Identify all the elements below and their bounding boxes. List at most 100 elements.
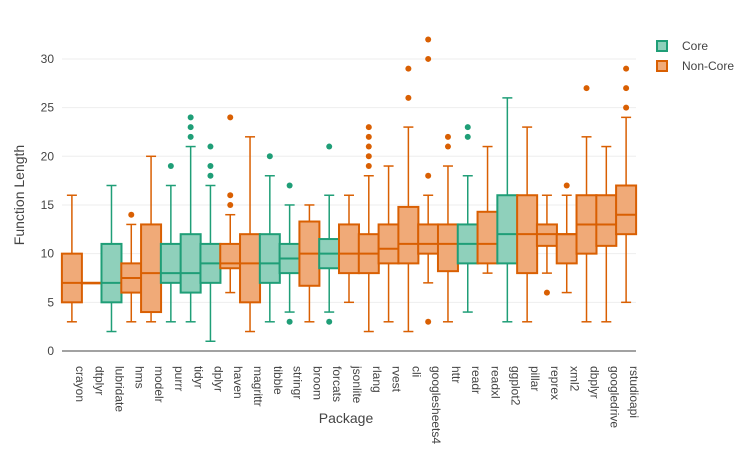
box-crayon[interactable] [60, 194, 83, 323]
x-tick-label-tidyr: tidyr [192, 366, 206, 389]
x-tick-label-pillar: pillar [528, 366, 542, 391]
box-googledrive[interactable] [595, 145, 618, 323]
outlier-point [425, 318, 432, 325]
legend-swatch-core [656, 40, 668, 52]
outlier-point [365, 143, 372, 150]
box-tibble[interactable] [258, 153, 281, 323]
outlier-point [207, 172, 214, 179]
box-plot-series [60, 36, 638, 343]
outlier-point [425, 172, 432, 179]
box-jsonlite[interactable] [338, 194, 360, 304]
outlier-point [623, 85, 630, 92]
box-xml2[interactable] [555, 182, 578, 294]
outlier-point [286, 182, 293, 189]
x-tick-label-googlesheets4: googlesheets4 [429, 366, 443, 444]
x-tick-label-dtplyr: dtplyr [93, 366, 107, 395]
x-tick-label-googledrive: googledrive [607, 366, 621, 428]
legend-item-core[interactable]: Core [656, 36, 734, 56]
outlier-point [563, 182, 570, 189]
x-tick-label-hms: hms [132, 366, 146, 389]
x-tick-labels: crayon dtplyr lubridate hms modelr purrr tidyr… [73, 365, 641, 444]
iqr-box [417, 223, 440, 255]
box-reprex[interactable] [535, 194, 558, 296]
outlier-point [543, 289, 550, 296]
y-tick-label: 20 [41, 149, 55, 163]
box-tidyr[interactable] [179, 114, 202, 323]
iqr-box [60, 252, 83, 304]
x-tick-label-magrittr: magrittr [251, 366, 265, 407]
box-cli[interactable] [397, 65, 420, 333]
legend-label-core: Core [682, 39, 709, 53]
outlier-point [464, 124, 471, 131]
legend-item-noncore[interactable]: Non-Core [656, 56, 734, 76]
outlier-point [286, 318, 293, 325]
box-broom[interactable] [298, 204, 321, 323]
y-tick-label: 10 [41, 247, 55, 261]
iqr-box [338, 223, 360, 275]
box-httr[interactable] [436, 133, 459, 323]
box-rvest[interactable] [377, 165, 400, 323]
x-tick-label-jsonlite: jsonlite [350, 365, 364, 404]
iqr-box [377, 223, 400, 265]
outlier-point [444, 133, 451, 140]
outlier-point [187, 124, 194, 131]
outlier-point [623, 104, 630, 111]
x-axis-title: Package [319, 410, 374, 426]
outlier-point [425, 36, 432, 43]
x-tick-label-xml2: xml2 [568, 366, 582, 392]
y-tick-label: 0 [47, 344, 54, 358]
x-tick-label-broom: broom [310, 366, 324, 400]
box-modelr[interactable] [140, 155, 163, 323]
box-rlang[interactable] [357, 124, 380, 333]
x-tick-label-stringr: stringr [291, 366, 305, 399]
x-tick-label-tibble: tibble [271, 366, 285, 395]
outlier-point [444, 143, 451, 150]
x-tick-label-dplyr: dplyr [211, 366, 225, 392]
box-readxl[interactable] [476, 145, 499, 274]
box-hms[interactable] [120, 211, 143, 323]
box-lubridate[interactable] [100, 184, 123, 333]
outlier-point [405, 65, 412, 72]
x-tick-label-cli: cli [409, 366, 423, 377]
box-magrittr[interactable] [239, 136, 262, 333]
iqr-box [258, 233, 281, 284]
x-tick-label-readr: readr [469, 366, 483, 394]
outlier-point [187, 133, 194, 140]
outlier-point [187, 114, 194, 121]
outlier-point [464, 133, 471, 140]
box-forcats[interactable] [318, 143, 341, 325]
x-tick-label-ggplot2: ggplot2 [508, 366, 522, 406]
box-rstudioapi[interactable] [615, 65, 638, 304]
outlier-point [128, 211, 135, 218]
box-googlesheets4[interactable] [417, 36, 440, 325]
box-purrr[interactable] [159, 163, 182, 323]
outlier-point [207, 163, 214, 170]
iqr-box [179, 233, 202, 294]
y-tick-label: 15 [41, 198, 55, 212]
iqr-box [159, 242, 182, 284]
box-ggplot2[interactable] [496, 97, 519, 323]
outlier-point [425, 55, 432, 62]
box-dplyr[interactable] [199, 143, 222, 343]
box-stringr[interactable] [278, 182, 301, 325]
outlier-point [365, 133, 372, 140]
box-readr[interactable] [456, 124, 479, 313]
outlier-point [227, 201, 234, 208]
box-haven[interactable] [219, 114, 242, 294]
outlier-point [623, 65, 630, 72]
iqr-box [239, 233, 262, 304]
legend: Core Non-Core [656, 36, 734, 76]
outlier-point [227, 114, 234, 121]
iqr-box [555, 233, 578, 265]
x-tick-label-rstudioapi: rstudioapi [627, 366, 641, 418]
box-dtplyr[interactable] [80, 281, 103, 285]
iqr-box [476, 210, 499, 265]
box-dbplyr[interactable] [575, 85, 598, 323]
y-axis-title: Function Length [11, 145, 27, 245]
outlier-point [207, 143, 214, 150]
x-tick-label-haven: haven [231, 366, 245, 399]
iqr-box [140, 223, 163, 314]
iqr-box [615, 184, 638, 236]
outlier-point [365, 124, 372, 131]
